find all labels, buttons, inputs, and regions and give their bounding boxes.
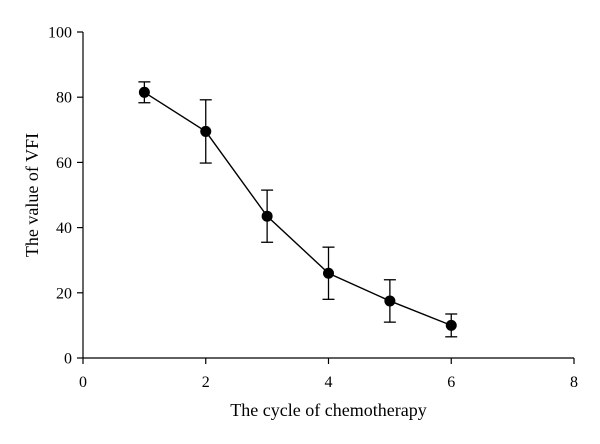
y-tick-label: 0 [64, 351, 72, 368]
y-tick-label: 100 [48, 25, 72, 42]
x-tick-label: 4 [325, 374, 333, 391]
axes [82, 32, 574, 359]
y-axis-title: The value of VFI [22, 133, 42, 257]
x-axis-title: The cycle of chemotherapy [230, 400, 426, 420]
y-tick-label: 80 [56, 90, 72, 107]
series [138, 81, 458, 338]
data-point [200, 125, 212, 137]
x-tick-label: 0 [79, 374, 87, 391]
ticks: 0 20 40 60 80 100 0 2 4 6 8 [48, 25, 578, 392]
y-tick-label: 20 [56, 285, 72, 302]
x-tick-label: 8 [570, 374, 578, 391]
data-point [261, 210, 273, 222]
y-tick-label: 60 [56, 155, 72, 172]
x-tick-label: 6 [447, 374, 455, 391]
data-point [445, 319, 457, 331]
data-point [384, 295, 396, 307]
y-tick-label: 40 [56, 220, 72, 237]
x-tick-label: 2 [202, 374, 210, 391]
series-line [143, 91, 452, 327]
data-point [323, 267, 334, 279]
data-point [138, 86, 150, 98]
